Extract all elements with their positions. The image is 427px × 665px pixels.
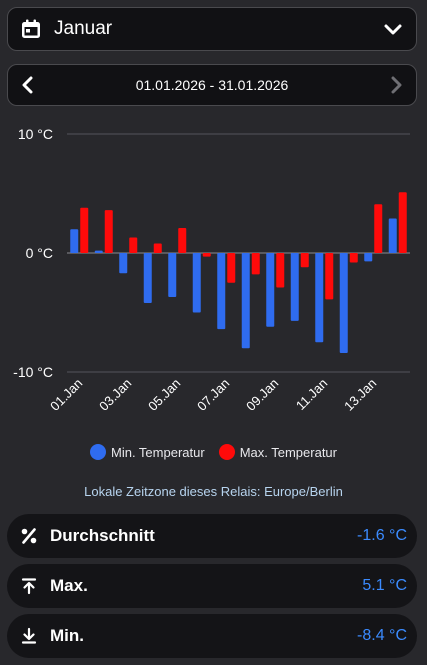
chart-legend: Min. Temperatur Max. Temperatur [0, 444, 427, 460]
timezone-note: Lokale Zeitzone dieses Relais: Europe/Be… [84, 484, 343, 499]
bar-max-temperature [251, 253, 260, 275]
bar-max-temperature [104, 210, 113, 253]
bar-min-temperature [266, 253, 275, 327]
bar-max-temperature [202, 253, 211, 257]
arrow-up-to-line-icon [18, 575, 40, 597]
month-select[interactable]: Januar [7, 7, 417, 51]
stat-average-value: -1.6 °C [357, 527, 407, 544]
bar-min-temperature [119, 253, 128, 274]
x-tick-label: 13.Jan [341, 376, 379, 414]
date-range-nav: 01.01.2026 - 31.01.2026 [7, 64, 417, 106]
legend-min-swatch [90, 444, 106, 460]
stat-max: Max. 5.1 °C [7, 564, 417, 608]
bar-min-temperature [192, 253, 201, 313]
bar-min-temperature [94, 250, 103, 253]
x-tick-label: 03.Jan [96, 376, 134, 414]
bar-min-temperature [70, 229, 79, 253]
bar-max-temperature [276, 253, 285, 288]
chevron-right-icon [391, 76, 402, 94]
stat-max-value: 5.1 °C [362, 577, 407, 594]
stat-average-label: Durchschnitt [50, 526, 155, 545]
chevron-left-icon [22, 76, 33, 94]
month-select-label: Januar [54, 18, 113, 39]
bar-min-temperature [168, 253, 177, 298]
x-tick-label: 09.Jan [243, 376, 281, 414]
bar-min-temperature [241, 253, 250, 349]
stat-min-label: Min. [50, 626, 84, 645]
arrow-down-to-line-icon [18, 625, 40, 647]
y-tick-label: 0 °C [26, 245, 53, 261]
stat-average: Durchschnitt -1.6 °C [7, 514, 417, 558]
x-tick-label: 11.Jan [293, 376, 331, 414]
legend-min-label: Min. Temperatur [111, 444, 205, 460]
next-period-button[interactable] [376, 65, 416, 105]
legend-item-max[interactable]: Max. Temperatur [218, 444, 337, 460]
bar-max-temperature [129, 237, 138, 253]
x-tick-label: 05.Jan [145, 376, 183, 414]
date-range-label: 01.01.2026 - 31.01.2026 [135, 77, 289, 93]
bar-max-temperature [300, 253, 309, 268]
previous-period-button[interactable] [8, 65, 48, 105]
legend-max-label: Max. Temperatur [239, 444, 337, 460]
calendar-icon [20, 18, 42, 40]
stat-min: Min. -8.4 °C [7, 614, 417, 658]
bar-max-temperature [398, 192, 407, 253]
chevron-down-icon [382, 18, 404, 40]
bar-max-temperature [374, 204, 383, 253]
percent-icon [18, 525, 40, 547]
bar-min-temperature [143, 253, 152, 303]
x-tick-label: 01.Jan [47, 376, 85, 414]
bar-max-temperature [153, 243, 162, 253]
legend-item-min[interactable]: Min. Temperatur [90, 444, 205, 460]
bar-max-temperature [349, 253, 358, 263]
bar-max-temperature [325, 253, 334, 300]
y-tick-label: 10 °C [18, 126, 53, 142]
stat-min-value: -8.4 °C [357, 627, 407, 644]
y-tick-label: -10 °C [13, 364, 53, 380]
legend-max-swatch [218, 444, 235, 460]
bar-min-temperature [217, 253, 226, 330]
bar-max-temperature [80, 207, 89, 253]
temperature-chart: 10 °C 0 °C -10 °C01.Jan 03.Jan 05.Jan 07.Jan 0… [13, 126, 410, 414]
bar-min-temperature [388, 218, 397, 253]
x-tick-label: 07.Jan [194, 376, 232, 414]
bar-min-temperature [339, 253, 348, 353]
bar-min-temperature [364, 253, 373, 262]
bar-min-temperature [315, 253, 324, 343]
bar-max-temperature [178, 228, 187, 253]
bar-max-temperature [227, 253, 236, 283]
bar-min-temperature [290, 253, 299, 321]
stat-max-label: Max. [50, 576, 88, 595]
